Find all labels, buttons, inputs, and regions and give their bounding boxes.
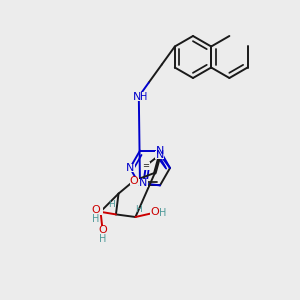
FancyBboxPatch shape bbox=[130, 177, 139, 184]
Text: O: O bbox=[150, 207, 159, 217]
FancyBboxPatch shape bbox=[142, 162, 150, 170]
Text: N: N bbox=[156, 150, 164, 160]
FancyBboxPatch shape bbox=[125, 164, 134, 172]
Text: H: H bbox=[159, 208, 166, 218]
Text: N: N bbox=[133, 92, 141, 101]
FancyBboxPatch shape bbox=[150, 208, 164, 217]
FancyBboxPatch shape bbox=[155, 151, 164, 159]
Text: H: H bbox=[92, 214, 100, 224]
Text: O: O bbox=[130, 176, 139, 186]
Text: H: H bbox=[140, 92, 148, 101]
FancyBboxPatch shape bbox=[139, 179, 148, 188]
Text: =: = bbox=[142, 161, 149, 170]
Text: H: H bbox=[99, 234, 106, 244]
Text: H: H bbox=[135, 205, 142, 214]
Text: N: N bbox=[126, 163, 134, 173]
FancyBboxPatch shape bbox=[155, 147, 164, 154]
Text: O: O bbox=[92, 206, 100, 215]
FancyBboxPatch shape bbox=[98, 226, 107, 234]
FancyBboxPatch shape bbox=[89, 206, 103, 215]
Text: N: N bbox=[139, 178, 148, 188]
Text: H: H bbox=[109, 200, 115, 209]
FancyBboxPatch shape bbox=[131, 92, 149, 101]
Text: O: O bbox=[98, 225, 107, 235]
Text: N: N bbox=[156, 146, 164, 156]
